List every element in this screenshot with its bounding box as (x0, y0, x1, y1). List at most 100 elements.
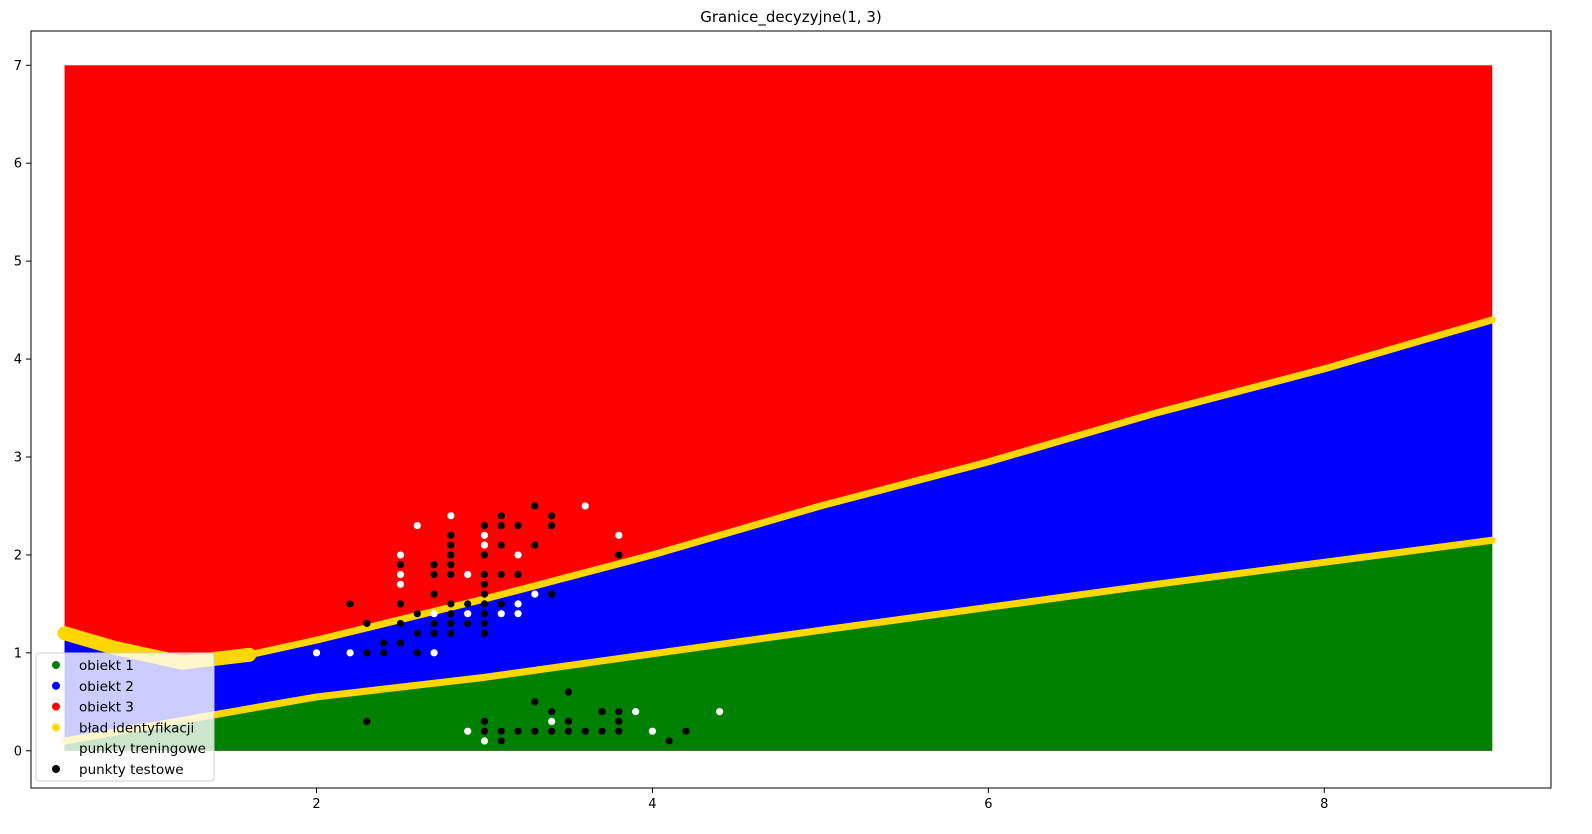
point-punkty-testowe (497, 541, 505, 549)
legend-label-obiekt-2: obiekt 2 (79, 679, 134, 695)
point-punkty-testowe (497, 570, 505, 579)
point-punkty-treningowe (312, 649, 321, 657)
point-punkty-testowe (480, 570, 489, 579)
point-punkty-testowe (615, 717, 623, 726)
point-punkty-testowe (615, 727, 623, 735)
point-punkty-testowe (363, 619, 371, 628)
chart-title: Granice_decyzyjne(1, 3) (700, 8, 882, 27)
point-punkty-treningowe (716, 708, 724, 716)
y-tick-label: 7 (14, 59, 22, 74)
point-punkty-treningowe (514, 600, 522, 608)
point-punkty-testowe (497, 600, 505, 608)
plot-area (57, 65, 1496, 751)
point-punkty-treningowe (480, 531, 489, 539)
point-punkty-testowe (430, 619, 438, 628)
point-punkty-testowe (581, 727, 589, 735)
point-punkty-testowe (497, 737, 505, 745)
point-punkty-testowe (413, 649, 421, 657)
point-punkty-testowe (346, 600, 354, 608)
point-punkty-treningowe (464, 570, 472, 579)
point-punkty-testowe (615, 551, 623, 559)
point-punkty-testowe (480, 521, 489, 530)
point-punkty-testowe (548, 512, 556, 520)
point-punkty-testowe (447, 600, 455, 608)
point-punkty-treningowe (396, 551, 405, 559)
point-punkty-testowe (447, 551, 455, 559)
legend-label-punkty-treningowe: punkty treningowe (79, 741, 206, 757)
point-punkty-testowe (380, 649, 388, 657)
y-tick-label: 6 (14, 157, 22, 172)
point-punkty-testowe (430, 570, 438, 579)
x-tick-label: 6 (984, 797, 992, 812)
point-punkty-treningowe (581, 502, 589, 510)
point-punkty-testowe (363, 717, 371, 726)
point-punkty-treningowe (396, 570, 405, 579)
point-punkty-testowe (564, 717, 573, 726)
point-punkty-testowe (480, 629, 489, 637)
point-punkty-treningowe (480, 737, 489, 745)
y-tick-label: 2 (14, 548, 22, 563)
point-punkty-testowe (480, 551, 489, 559)
point-punkty-testowe (548, 521, 556, 530)
x-tick-label: 4 (648, 797, 656, 812)
y-tick-label: 0 (14, 744, 22, 759)
point-punkty-treningowe (430, 649, 438, 657)
point-punkty-testowe (514, 727, 522, 735)
point-punkty-testowe (514, 570, 522, 579)
region-obiekt-1 (64, 540, 1493, 751)
point-punkty-testowe (396, 619, 405, 628)
point-punkty-treningowe (447, 512, 455, 520)
y-tick-label: 3 (14, 450, 22, 465)
point-punkty-treningowe (464, 610, 472, 618)
error-band-2-3 (245, 316, 1496, 659)
y-tick-label: 1 (14, 646, 22, 661)
point-punkty-testowe (396, 561, 405, 569)
legend-marker-bład-identyfikacji (52, 723, 60, 732)
point-punkty-treningowe (413, 521, 421, 530)
point-punkty-treningowe (514, 551, 522, 559)
point-punkty-testowe (514, 521, 522, 530)
y-axis: 0 1 2 3 4 5 6 7 (14, 59, 31, 759)
legend-label-obiekt-3: obiekt 3 (79, 700, 134, 716)
point-punkty-testowe (480, 580, 489, 588)
point-punkty-treningowe (464, 727, 472, 735)
legend: obiekt 1 obiekt 2 obiekt 3 bład identyfikac… (35, 652, 215, 782)
point-punkty-testowe (396, 639, 405, 647)
point-punkty-testowe (531, 541, 539, 549)
point-punkty-treningowe (632, 708, 640, 716)
legend-marker-punkty-testowe (52, 765, 60, 773)
point-punkty-treningowe (430, 610, 438, 618)
point-punkty-testowe (447, 561, 455, 569)
point-punkty-testowe (447, 570, 455, 579)
point-punkty-testowe (548, 590, 556, 598)
point-punkty-testowe (413, 629, 421, 637)
point-punkty-testowe (480, 727, 489, 735)
point-punkty-testowe (447, 619, 455, 628)
point-punkty-testowe (682, 727, 690, 735)
plot-frame (30, 30, 1552, 789)
point-punkty-testowe (615, 708, 623, 716)
legend-marker-obiekt-1 (52, 661, 60, 669)
point-punkty-testowe (531, 698, 539, 706)
point-punkty-treningowe (548, 717, 556, 726)
point-punkty-testowe (531, 727, 539, 735)
point-punkty-testowe (480, 619, 489, 628)
point-punkty-testowe (480, 600, 489, 608)
point-punkty-testowe (548, 708, 556, 716)
point-punkty-testowe (380, 639, 388, 647)
point-punkty-testowe (480, 610, 489, 618)
point-punkty-treningowe (531, 590, 539, 598)
point-punkty-testowe (447, 629, 455, 637)
point-punkty-testowe (363, 649, 371, 657)
point-punkty-testowe (413, 610, 421, 618)
legend-marker-obiekt-3 (52, 702, 60, 711)
x-tick-label: 8 (1320, 797, 1328, 812)
point-punkty-testowe (447, 531, 455, 539)
point-punkty-testowe (430, 590, 438, 598)
legend-box (35, 652, 215, 782)
legend-marker-obiekt-2 (52, 681, 60, 690)
point-punkty-testowe (430, 629, 438, 637)
point-punkty-treningowe (514, 610, 522, 618)
point-punkty-testowe (564, 688, 573, 696)
